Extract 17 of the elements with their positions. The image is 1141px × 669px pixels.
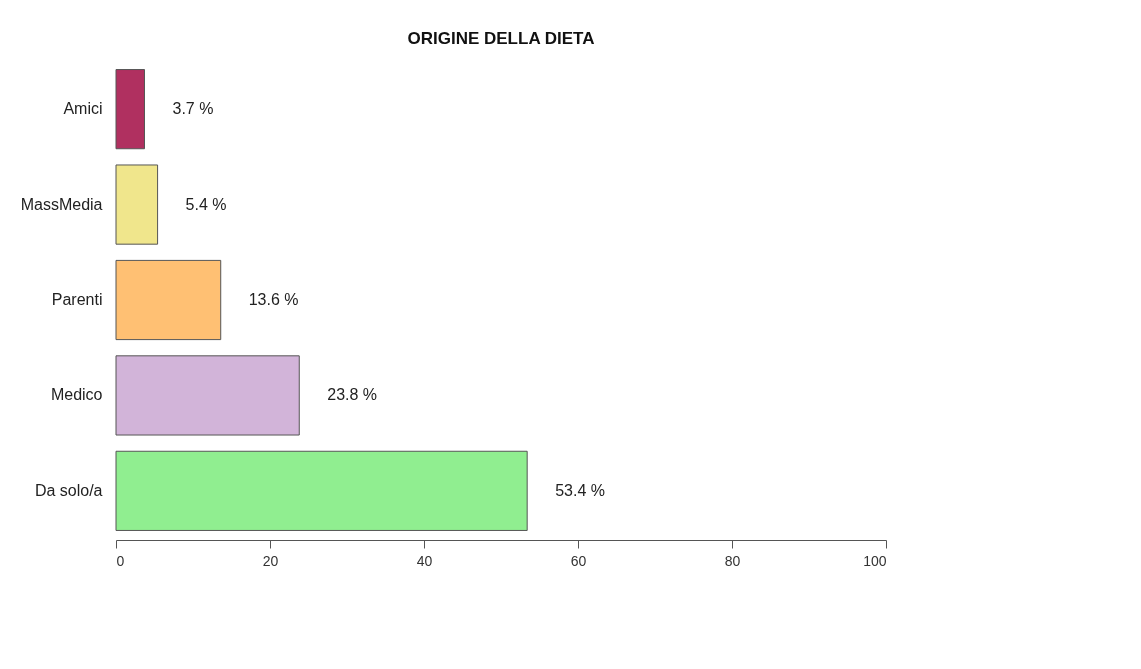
data-label: 3.7 % [172, 100, 214, 118]
x-tick-label: 20 [262, 552, 279, 569]
y-tick-label: Medico [50, 386, 103, 404]
data-label: 23.8 % [327, 386, 378, 404]
y-tick-label: MassMedia [20, 195, 103, 213]
chart-title: ORIGINE DELLA DIETA [407, 29, 595, 48]
x-tick-label: 80 [724, 552, 741, 569]
data-label: 53.4 % [555, 481, 605, 499]
y-tick-label: Da solo/a [34, 481, 103, 499]
x-tick-label: 0 [116, 552, 125, 569]
y-tick-label: Parenti [51, 291, 103, 308]
data-label: 13.6 % [248, 291, 299, 308]
x-tick-label: 100 [863, 552, 887, 569]
y-tick-label: Amici [63, 100, 103, 118]
x-tick-label: 60 [570, 552, 587, 569]
data-label: 5.4 % [185, 195, 227, 213]
x-tick-label: 40 [416, 552, 433, 569]
